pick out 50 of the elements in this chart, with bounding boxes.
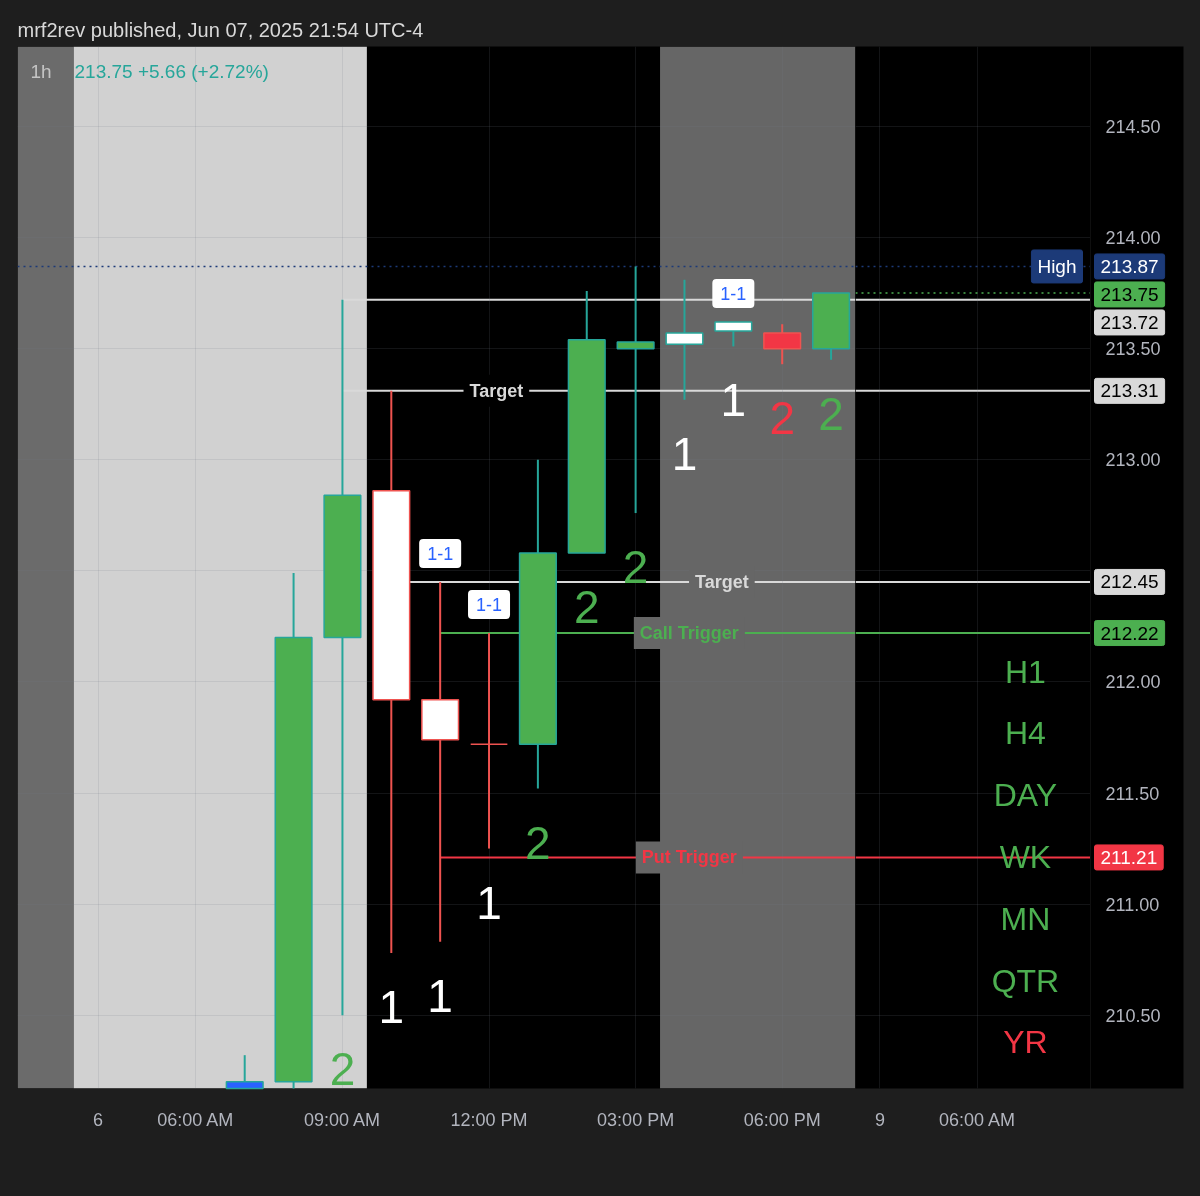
x-tick-label: 06:00 PM xyxy=(743,1109,821,1130)
annotation: 1-1 xyxy=(427,543,454,564)
y-tick-label: 212.00 xyxy=(1105,672,1161,693)
data-label: 213.72 xyxy=(1100,311,1159,333)
series-label: Target xyxy=(695,571,749,592)
legend-label: High xyxy=(1037,255,1077,277)
y-tick-label: 211.50 xyxy=(1105,783,1160,804)
category-label: QTR xyxy=(991,962,1060,999)
annotation: 1-1 xyxy=(720,284,747,304)
data-label: 212.22 xyxy=(1100,622,1159,644)
text: 1 xyxy=(671,427,698,480)
chart-title: mrf2rev published, Jun 07, 2025 21:54 UTC-4 xyxy=(17,18,424,41)
text: 2 xyxy=(525,816,551,869)
text: 2 xyxy=(769,392,796,445)
data-label: 212.45 xyxy=(1100,571,1159,593)
data-label: 211.21 xyxy=(1100,846,1158,868)
y-tick-label: 213.00 xyxy=(1105,450,1161,471)
x-tick-label: 09:00 AM xyxy=(303,1109,380,1130)
x-tick-label: 03:00 PM xyxy=(597,1109,675,1130)
data-label: 213.75 xyxy=(1100,283,1159,305)
x-tick-label: 12:00 PM xyxy=(450,1109,528,1130)
series-label: Call Trigger xyxy=(639,623,739,644)
annotation: 213.75 +5.66 (+2.72%) xyxy=(74,61,269,82)
category-label: H1 xyxy=(1004,653,1046,690)
y-tick-label: 213.50 xyxy=(1105,339,1161,360)
data-label: 213.31 xyxy=(1100,380,1159,402)
text: 1h xyxy=(30,61,52,82)
x-tick-label: 6 xyxy=(93,1109,104,1130)
text: 2 xyxy=(329,1043,356,1096)
category-label: YR xyxy=(1003,1024,1048,1061)
text: 2 xyxy=(818,387,844,440)
text: 1 xyxy=(427,969,453,1022)
annotation: 1-1 xyxy=(476,595,503,616)
y-tick-label: 210.50 xyxy=(1105,1005,1161,1026)
x-tick-label: 9 xyxy=(874,1109,885,1130)
x-tick-label: 06:00 AM xyxy=(938,1109,1016,1130)
text: 2 xyxy=(573,581,600,634)
text: 1 xyxy=(476,876,502,929)
text: 1 xyxy=(378,980,405,1033)
y-tick-label: 211.00 xyxy=(1105,894,1160,915)
series-label: Put Trigger xyxy=(641,847,737,868)
y-tick-label: 214.00 xyxy=(1105,228,1161,249)
x-tick-label: 06:00 AM xyxy=(157,1109,234,1130)
category-label: H4 xyxy=(1004,715,1046,752)
text: 2 xyxy=(622,541,649,594)
data-label: 213.87 xyxy=(1100,255,1159,277)
y-tick-label: 214.50 xyxy=(1105,116,1161,137)
category-label: DAY xyxy=(993,777,1058,814)
series-label: Target xyxy=(469,380,524,401)
category-label: MN xyxy=(1000,900,1051,937)
